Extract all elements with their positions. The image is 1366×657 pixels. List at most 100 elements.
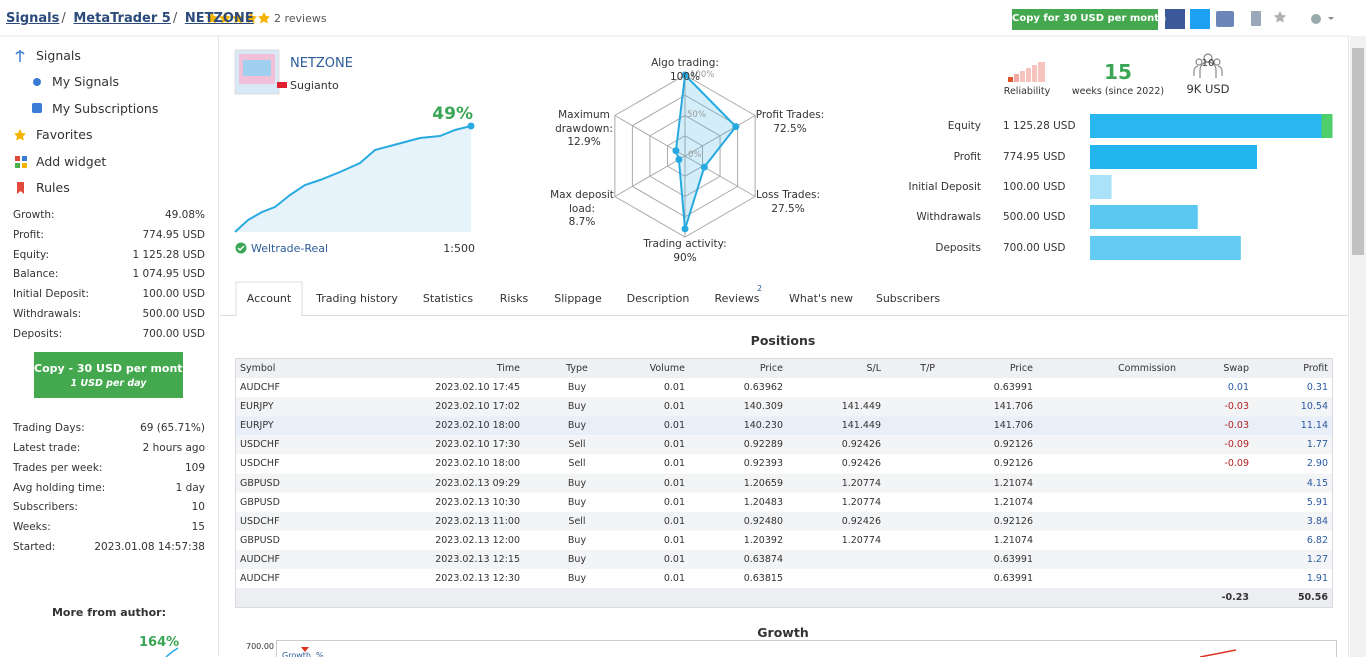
column-header: Volume [649,363,685,374]
facebook-icon[interactable] [1165,9,1185,29]
stat-label: Withdrawals: [13,308,82,320]
table-cell: -0.09 [1224,439,1249,451]
menu-item[interactable]: Favorites [36,127,93,142]
tab[interactable]: What's new [789,292,853,305]
tab[interactable]: Reviews [714,292,760,305]
table-cell: -0.03 [1224,401,1249,413]
table-cell: 1.20774 [841,477,881,489]
table-rows-bg [236,359,1332,607]
table-cell: Buy [567,534,587,546]
copy-button-bg[interactable] [34,352,183,398]
table-cell: 1.20774 [841,496,881,508]
menu-item[interactable]: Signals [36,48,81,63]
radar-axis-name: Maximum drawdown: [555,109,613,135]
author-name: Sugianto [290,79,339,92]
table-cell: 141.449 [841,420,881,432]
table-cell: 0.92480 [743,515,783,527]
breadcrumb-link[interactable]: Signals [6,11,60,26]
copy-button-subtitle[interactable]: 1 USD per day [70,378,147,389]
table-cell: 0.92426 [841,515,881,527]
table-cell: Buy [567,477,587,489]
growth-title: Growth [757,625,809,640]
tab[interactable]: Subscribers [875,292,941,305]
stat-label: Profit: [13,229,44,241]
balance-bars [1090,114,1333,260]
table-row-bg [236,397,1332,417]
radar-ring [614,74,756,238]
table-row-bg [236,549,1332,569]
table-cell: 4.15 [1306,477,1328,489]
table-cell: 0.01 [663,573,685,584]
settings-caret [1328,17,1334,20]
radar-label: Algo trading: 100% [640,57,730,84]
menu-item[interactable]: Rules [36,180,70,195]
stat-value: 15 [191,521,205,533]
table-cell: Buy [567,420,587,432]
twitter-icon[interactable] [1190,9,1210,29]
menu-item[interactable]: My Subscriptions [52,101,159,116]
radar-axis-value: 100% [669,70,701,83]
table-cell: USDCHF [240,458,280,470]
favorite-icon[interactable] [1274,11,1286,23]
menu-item[interactable]: Add widget [36,154,107,169]
table-frame [235,358,1333,608]
stat-value: 1 day [175,482,205,494]
table-cell: AUDCHF [240,382,281,393]
radar-label: Loss Trades: 27.5% [743,189,833,216]
cap-icon[interactable] [1216,11,1234,27]
stat-label: Trades per week: [13,462,103,474]
table-cell: 2023.02.13 12:00 [435,534,520,546]
more-from-author: More from author: [51,606,166,619]
stat-label: Deposits: [13,328,63,340]
table-cell: 2023.02.10 17:45 [435,382,520,393]
table-cell: 0.92126 [993,458,1033,470]
table-cell: 141.449 [841,401,881,413]
settings-icon[interactable] [1311,14,1321,24]
balance-label: Deposits [935,242,981,254]
table-cell: 141.706 [993,420,1033,432]
stat-label: Weeks: [13,521,51,533]
breadcrumb-link[interactable]: NETZONE [184,11,254,26]
balance-value: 100.00 USD [1003,181,1066,193]
stat-value: 500.00 USD [142,308,205,320]
menu-item[interactable]: My Signals [52,74,120,89]
table-cell: 6.82 [1306,534,1328,546]
signal-name[interactable]: NETZONE [290,56,353,71]
table-cell: 0.92426 [841,458,881,470]
tab[interactable]: Trading history [316,292,398,305]
breadcrumb-link[interactable]: MetaTrader 5 [73,11,171,26]
radar-ring [631,94,739,218]
stat-label: Latest trade: [13,442,81,454]
growth-chart-line [1199,649,1237,657]
table-cell: 2023.02.10 18:00 [435,458,520,470]
radar-point [700,163,708,171]
balance-bar [1090,114,1333,138]
tab[interactable]: Account [246,292,292,305]
balance-bar [1090,205,1198,229]
column-header: Price [759,363,783,374]
table-cell: Buy [567,401,587,413]
table-cell: 5.91 [1306,496,1328,508]
total-profit: 50.56 [1297,592,1328,603]
table-cell: 1.91 [1306,573,1328,584]
table-cell: 2023.02.13 10:30 [435,496,520,508]
tab[interactable]: Slippage [554,292,602,305]
table-cell: Buy [567,382,587,393]
column-header: Symbol [240,363,276,374]
tab[interactable]: Risks [499,292,529,305]
shield-icon[interactable] [1251,11,1261,26]
reviews-link[interactable]: 2 reviews [274,12,327,25]
tab[interactable]: Statistics [422,292,474,305]
balance-bar [1090,145,1258,169]
header-copy-button[interactable]: Copy for 30 USD per month [1012,13,1167,24]
table-cell: GBPUSD [240,477,280,489]
copy-button-title[interactable]: Copy - 30 USD per month [34,362,191,375]
radar-point [672,147,680,155]
tab[interactable]: Description [626,292,690,305]
table-cell: 0.01 [663,553,685,565]
radar-label: Trading activity: 90% [640,238,730,265]
radar-point [732,123,740,131]
stat-value: 69 (65.71%) [140,422,205,434]
table-cell: AUDCHF [240,553,281,565]
column-header: Swap [1223,363,1249,374]
